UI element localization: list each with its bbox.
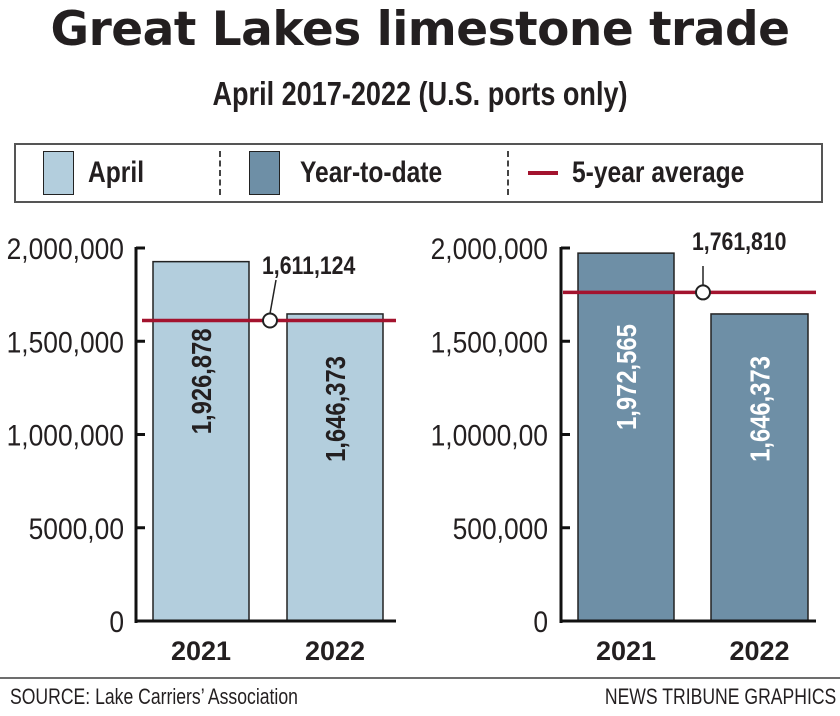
legend-swatch-ytd (249, 151, 280, 195)
bar-value-label: 1,646,373 (319, 356, 351, 462)
y-tick-label: 5000,00 (29, 511, 124, 545)
chart-subtitle: April 2017-2022 (U.S. ports only) (212, 75, 628, 112)
average-value-label: 1,761,810 (692, 227, 786, 255)
bar-value-label: 1,926,878 (185, 328, 217, 434)
legend-item-april: April (43, 145, 156, 201)
y-tick-label: 1,0000,00 (431, 418, 548, 452)
average-marker (695, 284, 711, 301)
y-tick-label: 1,500,000 (431, 325, 548, 359)
graphics-credit: NEWS TRIBUNE GRAPHICS (604, 684, 836, 709)
average-marker (262, 312, 278, 329)
legend-divider (219, 151, 221, 195)
legend-label-april: April (88, 156, 145, 189)
legend-label-average: 5-year average (572, 156, 745, 189)
y-tick-label: 500,000 (453, 511, 548, 545)
legend-item-average: 5-year average (528, 145, 782, 201)
y-tick-label: 1,000,000 (7, 418, 124, 452)
legend-line-average (528, 171, 558, 175)
april-chart: 1,926,878 2021 1,646,373 2022 2,000,000 1,500… (7, 231, 396, 666)
footer-divider (0, 677, 840, 679)
x-tick-label: 2022 (729, 636, 789, 666)
legend: April Year-to-date 5-year average (14, 143, 823, 203)
bar-2022 (286, 313, 384, 622)
bar-value-label: 1,646,373 (744, 356, 776, 462)
legend-item-ytd: Year-to-date (249, 145, 473, 201)
source-note: SOURCE: Lake Carriers’ Association (10, 684, 298, 709)
legend-divider (507, 151, 509, 195)
x-tick-label: 2022 (305, 636, 365, 666)
y-tick-label: 0 (533, 604, 548, 638)
legend-swatch-april (43, 151, 74, 195)
y-tick-label: 0 (109, 604, 124, 638)
average-leader-line (269, 279, 277, 314)
y-tick-label: 1,500,000 (7, 325, 124, 359)
chart-title: Great Lakes limestone trade (50, 2, 790, 57)
x-tick-label: 2021 (596, 636, 656, 666)
bar-2022 (710, 313, 809, 622)
bar-2021 (152, 260, 250, 622)
y-tick-label: 2,000,000 (431, 231, 548, 265)
bar-2021 (577, 252, 675, 622)
x-tick-label: 2021 (171, 636, 231, 666)
ytd-chart: 1,972,565 2021 1,646,373 2022 2,000,000 1,500… (431, 227, 816, 666)
bar-value-label: 1,972,565 (610, 324, 642, 430)
legend-label-ytd: Year-to-date (300, 156, 443, 189)
y-tick-label: 2,000,000 (7, 231, 124, 265)
average-value-label: 1,611,124 (262, 251, 355, 279)
